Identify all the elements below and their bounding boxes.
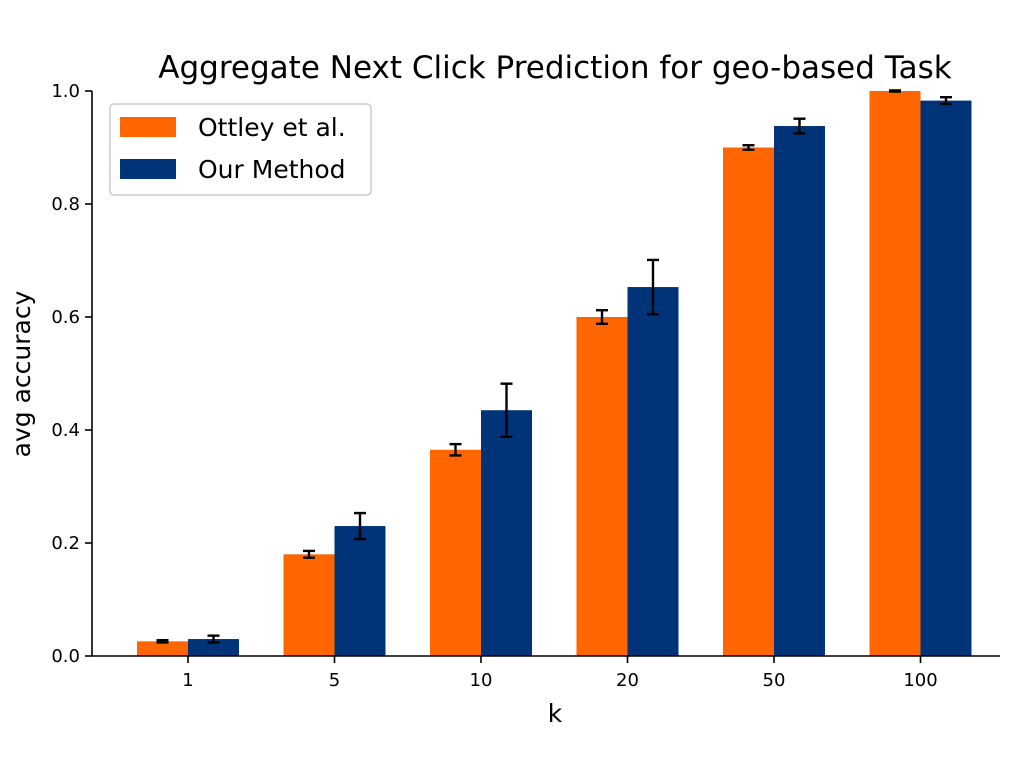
bar-our-method-k100 bbox=[920, 100, 972, 657]
bar-our-method-k10 bbox=[481, 410, 532, 656]
bar-ottley-k1 bbox=[137, 641, 188, 656]
bar-our-method-k20 bbox=[627, 287, 679, 656]
y-axis-label: avg accuracy bbox=[7, 290, 36, 457]
x-tick-label: 100 bbox=[903, 670, 937, 691]
x-axis-label: k bbox=[548, 699, 563, 728]
error-bar-our-method-k1 bbox=[207, 634, 220, 644]
error-bar-our-method-k10 bbox=[500, 382, 513, 438]
error-bar-our-method-k20 bbox=[647, 258, 659, 316]
y-tick-label: 1.0 bbox=[51, 81, 80, 102]
bar-our-method-k50 bbox=[774, 126, 825, 656]
legend-swatch-ottley bbox=[120, 117, 176, 137]
bars-group bbox=[137, 91, 972, 657]
error-bar-our-method-k5 bbox=[354, 511, 366, 541]
x-tick-label: 20 bbox=[616, 670, 639, 691]
bar-ottley-k5 bbox=[283, 554, 335, 656]
legend: Ottley et al. Our Method bbox=[109, 103, 372, 196]
y-tick-label: 0.8 bbox=[51, 194, 80, 215]
error-bar-ottley-k10 bbox=[449, 442, 462, 457]
legend-label-ottley: Ottley et al. bbox=[198, 113, 346, 142]
error-bar-ottley-k5 bbox=[303, 549, 315, 559]
error-bars-group bbox=[156, 89, 952, 644]
error-bar-our-method-k50 bbox=[793, 117, 806, 135]
error-bar-ottley-k20 bbox=[596, 309, 608, 325]
legend-swatch-our-method bbox=[120, 159, 176, 179]
error-bar-our-method-k100 bbox=[940, 96, 952, 106]
bar-ottley-k50 bbox=[723, 147, 774, 656]
bar-ottley-k100 bbox=[869, 91, 921, 656]
x-tick-label: 50 bbox=[763, 670, 786, 691]
bar-our-method-k5 bbox=[334, 526, 386, 656]
bar-ottley-k20 bbox=[576, 317, 628, 656]
x-tick-label: 10 bbox=[470, 670, 493, 691]
error-bar-ottley-k1 bbox=[156, 638, 169, 644]
x-axis-ticks: 1 5 10 20 50 100 bbox=[182, 656, 938, 691]
bar-ottley-k10 bbox=[430, 449, 481, 656]
y-tick-label: 0.0 bbox=[51, 646, 80, 667]
error-bar-ottley-k100 bbox=[889, 89, 901, 93]
legend-label-our-method: Our Method bbox=[198, 155, 346, 184]
bar-our-method-k1 bbox=[188, 639, 239, 656]
y-tick-label: 0.6 bbox=[51, 307, 80, 328]
x-tick-label: 5 bbox=[329, 670, 340, 691]
y-tick-label: 0.2 bbox=[51, 533, 80, 554]
y-axis-ticks: 0.0 0.2 0.4 0.6 0.8 1.0 bbox=[51, 81, 92, 667]
chart-title: Aggregate Next Click Prediction for geo-… bbox=[158, 50, 951, 86]
x-tick-label: 1 bbox=[182, 670, 193, 691]
error-bar-ottley-k50 bbox=[742, 144, 755, 151]
y-tick-label: 0.4 bbox=[51, 420, 80, 441]
